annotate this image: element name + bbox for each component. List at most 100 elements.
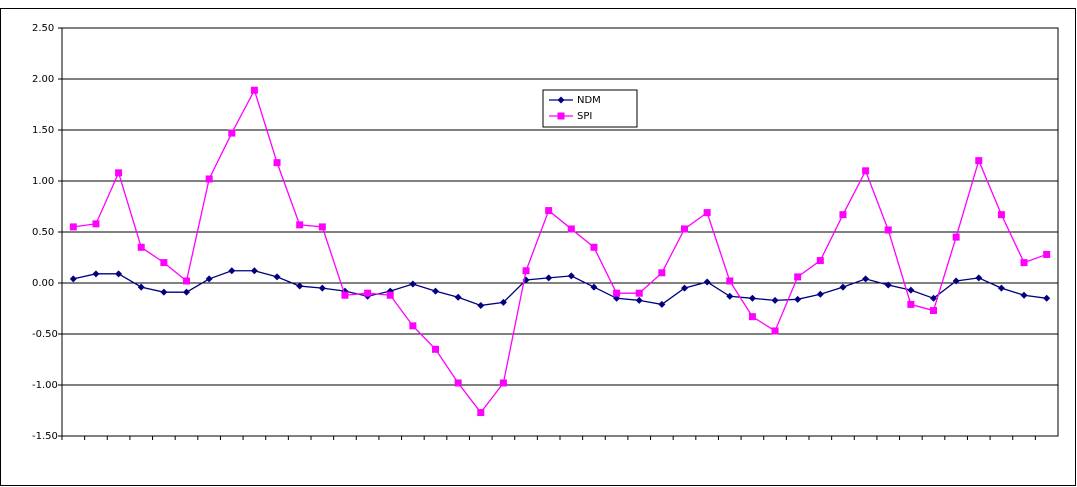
data-point bbox=[477, 409, 485, 417]
data-point bbox=[884, 281, 892, 289]
data-point bbox=[997, 284, 1005, 292]
data-point bbox=[907, 300, 915, 308]
data-point bbox=[228, 267, 236, 275]
data-point bbox=[296, 282, 304, 290]
y-tick-label: -1.00 bbox=[32, 380, 58, 391]
data-point bbox=[454, 293, 462, 301]
data-point bbox=[160, 259, 168, 267]
data-point bbox=[499, 298, 507, 306]
data-point bbox=[952, 277, 960, 285]
data-point bbox=[862, 275, 870, 283]
data-point bbox=[816, 257, 824, 265]
y-tick-label: 1.50 bbox=[32, 125, 54, 136]
legend-label: NDM bbox=[577, 95, 601, 106]
data-point bbox=[703, 278, 711, 286]
data-point bbox=[930, 307, 937, 315]
data-point bbox=[409, 280, 417, 288]
data-point bbox=[409, 322, 417, 330]
data-point bbox=[726, 292, 734, 300]
data-point bbox=[771, 296, 779, 304]
series-line bbox=[73, 270, 1047, 307]
data-point bbox=[557, 112, 565, 120]
data-point bbox=[137, 243, 145, 251]
data-point bbox=[92, 270, 100, 278]
data-point bbox=[748, 313, 756, 321]
data-point bbox=[590, 243, 598, 251]
data-point bbox=[318, 223, 326, 231]
data-point bbox=[1020, 291, 1028, 299]
data-point bbox=[1043, 250, 1051, 258]
data-point bbox=[183, 277, 190, 285]
data-point bbox=[432, 345, 439, 353]
data-point bbox=[816, 290, 824, 298]
data-point bbox=[839, 211, 847, 219]
data-point bbox=[658, 269, 666, 277]
y-tick-label: -0.50 bbox=[32, 329, 58, 340]
legend-label: SPI bbox=[577, 111, 592, 122]
data-point bbox=[681, 284, 688, 292]
data-point bbox=[250, 267, 258, 275]
data-point bbox=[771, 327, 779, 335]
data-point bbox=[115, 270, 123, 278]
y-tick-label: 2.00 bbox=[32, 74, 54, 85]
y-tick-label: 2.50 bbox=[32, 23, 54, 34]
data-point bbox=[228, 129, 236, 137]
y-tick-label: 0.50 bbox=[32, 227, 54, 238]
data-point bbox=[341, 291, 349, 299]
data-point bbox=[296, 221, 304, 229]
data-point bbox=[907, 286, 915, 294]
data-point bbox=[930, 294, 937, 302]
data-point bbox=[205, 175, 213, 183]
data-point bbox=[115, 169, 123, 177]
legend-box bbox=[542, 89, 638, 128]
data-point bbox=[635, 289, 643, 297]
data-point bbox=[1043, 294, 1051, 302]
data-point bbox=[69, 275, 77, 283]
data-point bbox=[364, 289, 372, 297]
data-point bbox=[590, 283, 598, 291]
data-point bbox=[794, 273, 802, 281]
y-tick-label: 0.00 bbox=[32, 278, 54, 289]
data-point bbox=[183, 288, 190, 296]
data-point bbox=[273, 273, 281, 281]
data-point bbox=[205, 275, 213, 283]
data-point bbox=[884, 226, 892, 234]
data-point bbox=[748, 294, 756, 302]
data-point bbox=[250, 86, 258, 94]
y-tick-label: -1.50 bbox=[32, 431, 58, 442]
data-point bbox=[92, 220, 100, 228]
data-point bbox=[273, 159, 281, 167]
data-point bbox=[794, 295, 802, 303]
data-point bbox=[952, 233, 960, 241]
y-tick-label: 1.00 bbox=[32, 176, 54, 187]
data-point bbox=[567, 272, 575, 280]
data-point bbox=[975, 274, 983, 282]
data-point bbox=[1020, 259, 1028, 267]
data-point bbox=[522, 267, 530, 275]
data-point bbox=[997, 211, 1005, 219]
data-point bbox=[545, 207, 553, 215]
data-point bbox=[454, 379, 462, 387]
data-point bbox=[839, 283, 847, 291]
data-point bbox=[635, 296, 643, 304]
data-point bbox=[703, 209, 711, 217]
data-point bbox=[318, 284, 326, 292]
data-point bbox=[477, 301, 485, 309]
data-point bbox=[726, 277, 734, 285]
data-point bbox=[545, 274, 553, 282]
series-line bbox=[73, 88, 1047, 414]
data-point bbox=[160, 288, 168, 296]
data-point bbox=[69, 223, 77, 231]
data-point bbox=[658, 300, 666, 308]
data-point bbox=[567, 225, 575, 233]
data-point bbox=[499, 379, 507, 387]
data-point bbox=[975, 157, 983, 165]
data-point bbox=[557, 96, 565, 104]
data-point bbox=[432, 287, 439, 295]
data-point bbox=[862, 167, 870, 175]
data-point bbox=[137, 283, 145, 291]
data-point bbox=[386, 291, 394, 299]
data-point bbox=[613, 289, 621, 297]
data-point bbox=[681, 225, 688, 233]
